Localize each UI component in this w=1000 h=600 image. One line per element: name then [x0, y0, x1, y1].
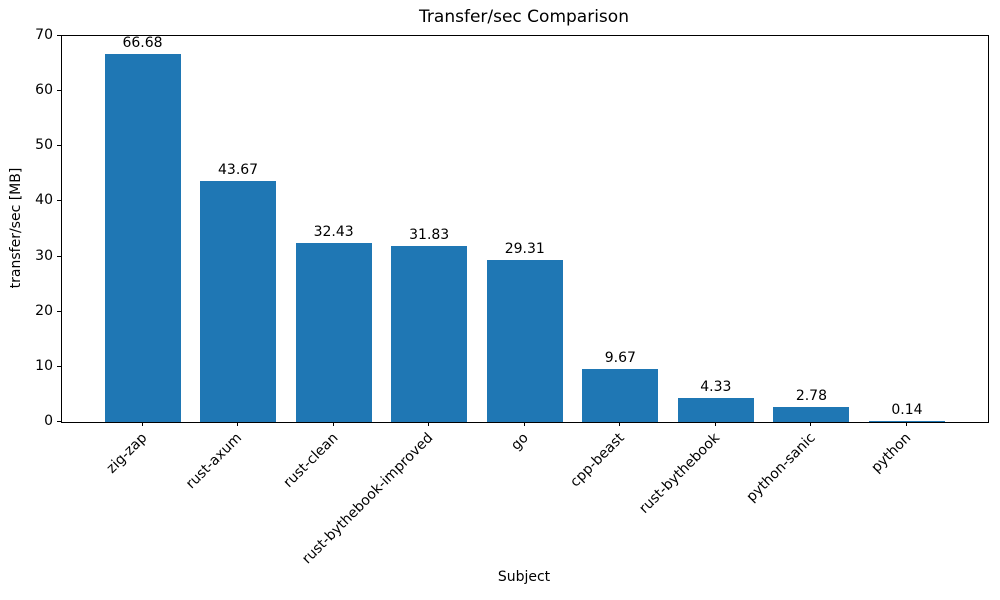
y-tick: [57, 366, 61, 367]
y-tick: [57, 256, 61, 257]
x-tick-label: rust-bythebook: [636, 430, 724, 517]
y-tick: [57, 35, 61, 36]
x-tick: [905, 422, 907, 426]
bar: [295, 243, 372, 422]
y-tick-label: 70: [35, 27, 53, 43]
x-tick-label: rust-axum: [183, 430, 246, 493]
y-tick-label: 40: [35, 192, 53, 208]
bar-value-label: 4.33: [700, 379, 732, 395]
bar-value-label: 32.43: [313, 224, 354, 240]
y-tick-label: 30: [35, 248, 53, 264]
y-tick: [57, 145, 61, 146]
x-tick: [428, 422, 430, 426]
plot-area: 66.68 43.67 32.43 31.83 29.31 9.67 4.33 2.78 0.1…: [61, 35, 989, 423]
x-tick-label: go: [508, 430, 533, 454]
x-tick: [237, 422, 239, 426]
x-tick: [714, 422, 716, 426]
bar: [677, 398, 754, 422]
bar-value-label: 43.67: [218, 162, 259, 178]
y-tick: [57, 421, 61, 422]
bar-value-label: 29.31: [504, 241, 545, 257]
y-tick-label: 20: [35, 303, 53, 319]
bar-value-label: 66.68: [122, 35, 163, 51]
bar-value-label: 31.83: [409, 227, 450, 243]
bar-value-label: 9.67: [604, 350, 636, 366]
x-axis-label: Subject: [497, 569, 551, 585]
x-tick: [810, 422, 812, 426]
x-tick: [332, 422, 334, 426]
y-tick-label: 50: [35, 137, 53, 153]
bar: [582, 369, 659, 422]
x-tick-label: rust-clean: [280, 430, 341, 491]
y-tick-label: 10: [35, 358, 53, 374]
y-tick-label: 0: [44, 413, 53, 429]
x-tick-label: python: [868, 430, 915, 476]
bar: [486, 260, 563, 422]
x-tick-label: python-sanic: [743, 430, 819, 506]
x-tick: [141, 422, 143, 426]
bar-value-label: 0.14: [891, 402, 923, 418]
bar: [391, 246, 468, 422]
chart-title: Transfer/sec Comparison: [419, 7, 629, 27]
y-axis-label: transfer/sec [MB]: [8, 167, 24, 289]
bar: [868, 421, 945, 422]
x-tick: [619, 422, 621, 426]
x-tick: [523, 422, 525, 426]
y-tick: [57, 311, 61, 312]
bar: [773, 407, 850, 422]
bar: [104, 54, 181, 422]
bar-value-label: 2.78: [795, 388, 827, 404]
x-tick-label: cpp-beast: [567, 430, 628, 491]
y-tick: [57, 200, 61, 201]
y-tick: [57, 90, 61, 91]
x-tick-label: zig-zap: [103, 430, 150, 477]
bar: [200, 181, 277, 422]
y-tick-label: 60: [35, 82, 53, 98]
